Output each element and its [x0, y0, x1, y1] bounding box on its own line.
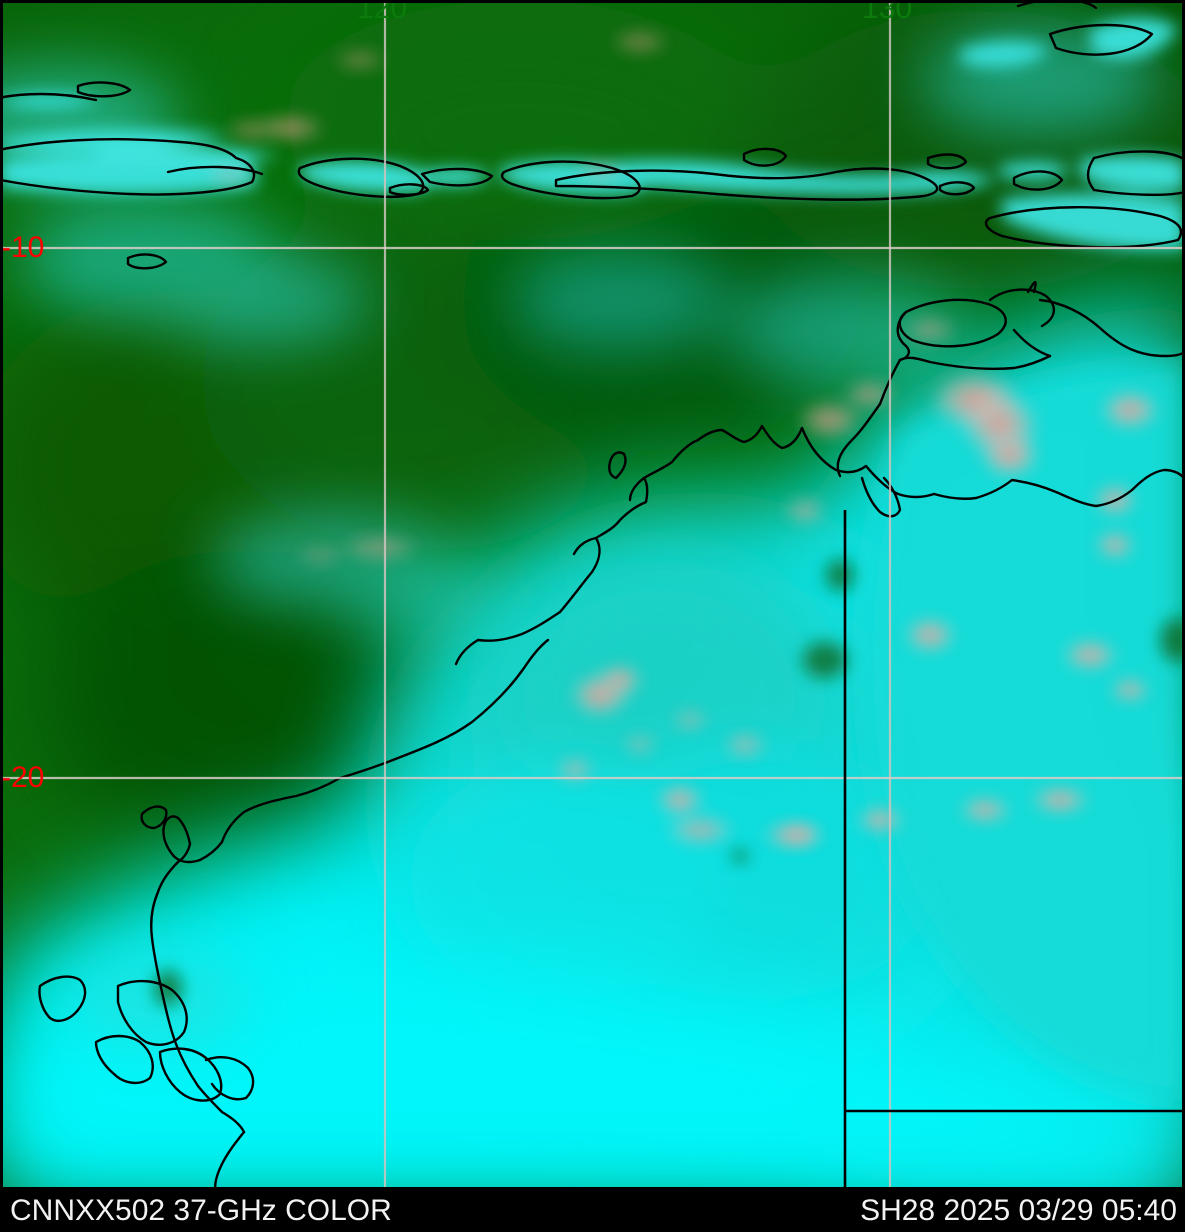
satellite-image-panel: -10 -20 120 130 [0, 0, 1185, 1190]
kimberley-coastline [836, 281, 1185, 478]
footer-bar: CNNXX502 37-GHz COLOR SH28 2025 03/29 05… [0, 1190, 1185, 1232]
latitude-label-20s: -20 [1, 761, 45, 794]
satellite-raster [0, 0, 1185, 1190]
political-borders [843, 510, 1185, 1190]
product-label: CNNXX502 37-GHz COLOR [10, 1194, 392, 1227]
latitude-label-10s: -10 [1, 231, 45, 264]
north-australia-coastline [454, 424, 1185, 666]
storm-timestamp-label: SH28 2025 03/29 05:40 [860, 1194, 1177, 1227]
coastline-overlay [0, 0, 1185, 270]
longitude-label-120e: 120 [357, 0, 408, 25]
longitude-label-130e: 130 [862, 0, 913, 25]
graticule-lines [0, 0, 1185, 1190]
